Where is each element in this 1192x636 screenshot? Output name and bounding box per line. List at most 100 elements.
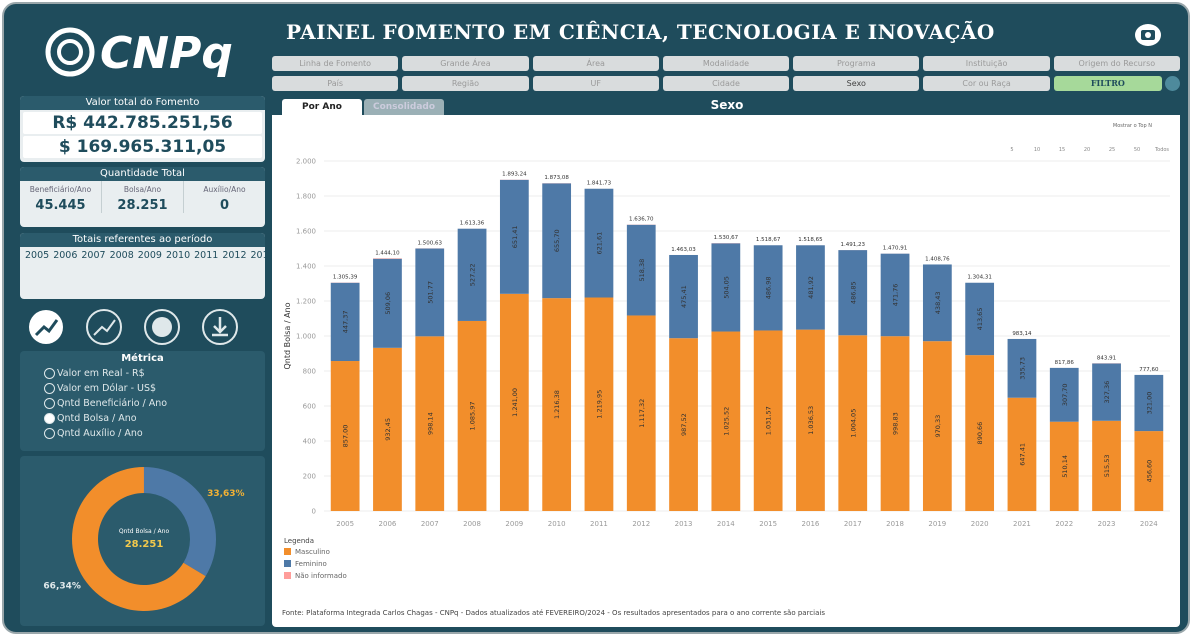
option-label: Valor em Dólar - US$ [57,383,157,394]
chart-title: Sexo [710,98,744,112]
total-label: 1.613,36 [460,221,485,227]
radio-button[interactable] [44,428,55,439]
x-tick-label: 2019 [928,520,946,528]
panel-title: Quantidade Total [20,167,265,181]
radio-button[interactable] [44,398,55,409]
metric-options: Valor em Real - R$ Valor em Dólar - US$ Qn… [20,366,265,441]
metric-option[interactable]: Valor em Real - R$ [44,366,265,381]
metric-option[interactable]: Qntd Beneficiário / Ano [44,396,265,411]
bar-segment [711,331,741,511]
filter-button[interactable]: Origem do Recurso [1053,56,1180,71]
top-n-option[interactable]: 50 [1134,147,1140,153]
center-value: 28.251 [125,539,164,550]
metric-option[interactable]: Qntd Auxílio / Ano [44,426,265,441]
bar-value-label: 998,83 [892,412,900,435]
y-tick-label: 1.600 [296,228,316,236]
year: 2008 [109,250,134,261]
x-tick-label: 2021 [1013,520,1031,528]
x-tick-label: 2010 [548,520,566,528]
bar-segment [1007,338,1037,398]
bar-value-label: 1.004,05 [849,409,857,438]
x-tick-label: 2017 [844,520,862,528]
top-n-option[interactable]: 10 [1034,147,1040,153]
bar-segment [753,245,783,331]
x-tick-label: 2013 [675,520,693,528]
y-tick-label: 1.800 [296,193,316,201]
top-n-option[interactable]: 15 [1059,147,1065,153]
bar-segment [457,228,487,321]
icon-row [24,307,264,347]
bar-value-label: 1.117,32 [638,399,646,428]
filter-button[interactable]: Sexo [793,76,920,91]
bar-segment [330,282,360,362]
logo: CNPq [42,22,262,86]
bar-segment [415,336,445,511]
metric-option[interactable]: Valor em Dólar - US$ [44,381,265,396]
filter-button[interactable]: Linha de Fomento [272,56,399,71]
bar-segment [965,355,995,511]
filter-button[interactable]: Área [532,56,659,71]
x-tick-label: 2008 [463,520,481,528]
metric-option[interactable]: Qntd Bolsa / Ano [44,411,265,426]
year-list: 2005200620072008200920102011201220132014… [20,247,265,264]
bar-segment [1092,363,1121,421]
total-label: 1.408,76 [925,256,950,262]
metric-cell: Auxílio/Ano 0 [183,181,265,213]
x-tick-label: 2005 [336,520,354,528]
y-tick-label: 1.200 [296,298,316,306]
filter-button[interactable]: UF [532,76,659,91]
total-label: 1.636,70 [629,217,654,223]
total-label: 983,14 [1012,331,1032,337]
bar-value-label: 621,61 [595,232,603,255]
radio-button[interactable] [44,368,55,379]
y-tick-label: 200 [303,473,316,481]
top-n-option[interactable]: Todos [1154,147,1169,153]
bar-value-label: 655,70 [553,229,561,252]
tab[interactable]: Por Ano [282,99,362,115]
camera-button[interactable] [1135,24,1161,46]
metric-value: 28.251 [117,198,168,213]
bar-value-label: 998,14 [426,412,434,435]
value-usd: $ 169.965.311,05 [23,136,262,158]
filter-button[interactable]: País [272,76,399,91]
x-tick-label: 2006 [379,520,397,528]
bar-value-label: 471,76 [892,284,900,307]
radio-button[interactable] [44,413,55,424]
bar-value-label: 515,53 [1103,455,1111,478]
filter-button[interactable]: Cor ou Raça [923,76,1050,91]
top-n-option[interactable]: 5 [1010,147,1013,153]
x-tick-label: 2022 [1055,520,1073,528]
bar-segment [626,224,656,316]
bar-segment [880,253,910,337]
bar-segment [796,245,825,330]
top-n-option[interactable]: 25 [1109,147,1115,153]
total-label: 1.841,73 [587,181,612,187]
filter-button[interactable]: Modalidade [662,56,790,71]
x-tick-label: 2011 [590,520,608,528]
filter-icon[interactable] [1165,76,1180,91]
radio-button[interactable] [44,383,55,394]
bar-value-label: 486,85 [849,281,857,304]
y-axis-label: Qntd Bolsa / Ano [283,302,292,369]
y-tick-label: 800 [303,368,316,376]
year: 2013 [250,250,266,261]
bar-chart: 0 200 400 600 800 1.000 1.200 1.400 1.600 1.800 2.… [283,123,1170,580]
tab[interactable]: Consolidado [364,99,444,115]
bar-value-label: 1.085,97 [469,402,477,431]
filter-button[interactable]: Região [402,76,529,91]
metrica-panel: Métrica Valor em Real - R$ Valor em Dólar… [20,351,265,451]
filter-button[interactable]: Instituição [923,56,1050,71]
bar-segment [1007,397,1037,511]
bar-value-label: 970,33 [934,415,942,438]
filter-button[interactable]: Cidade [662,76,790,91]
slice-label: 66,34% [43,581,81,591]
total-label: 1.530,67 [714,235,739,241]
metric-cell: Beneficiário/Ano 45.445 [20,181,101,213]
chart-panel: 0 200 400 600 800 1.000 1.200 1.400 1.600 1.800 2.… [272,115,1180,627]
top-n-option[interactable]: 20 [1084,147,1090,153]
filter-button[interactable]: Grande Área [402,56,529,71]
filter-button[interactable]: Programa [793,56,920,71]
footer: Fonte: Plataforma Integrada Carlos Chaga… [282,609,825,617]
filter-apply-button[interactable]: FILTRO [1053,76,1162,91]
